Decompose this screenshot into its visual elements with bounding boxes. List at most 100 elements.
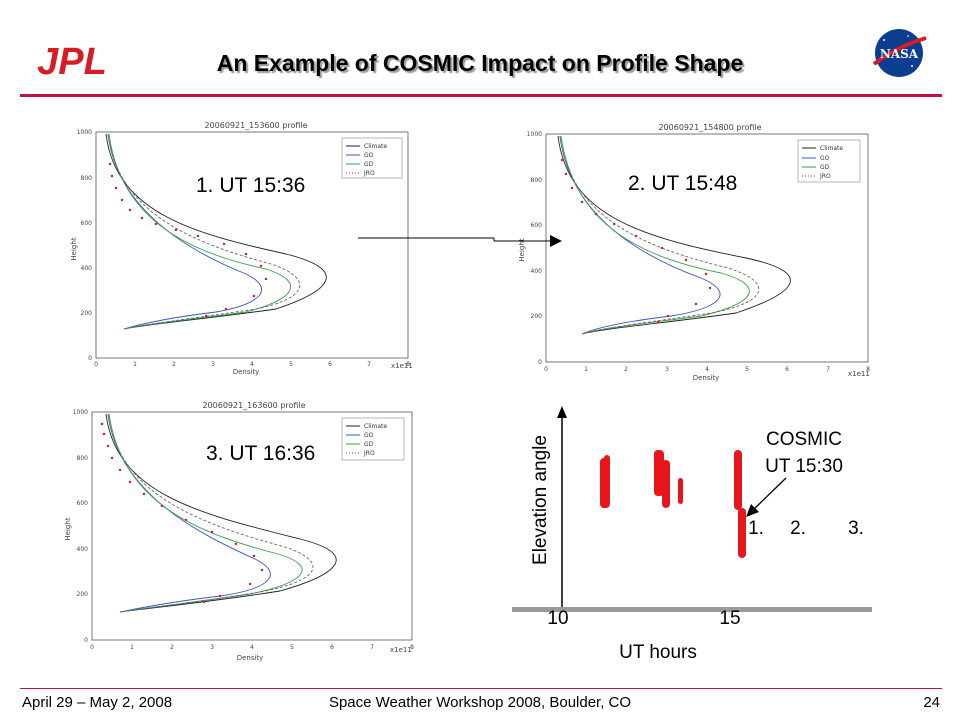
svg-text:NASA: NASA xyxy=(880,47,919,61)
annotation-cosmic: COSMIC xyxy=(766,429,842,450)
x-tick: 6 xyxy=(328,361,332,368)
x-tick: 7 xyxy=(367,361,371,368)
y-ticks: 1000 800 600 400 200 0 xyxy=(77,129,92,362)
x-tick: 1 xyxy=(133,361,137,368)
x-ticks: 0 1 2 3 4 5 6 7 8 xyxy=(544,366,870,373)
x-tick: 5 xyxy=(289,361,293,368)
y-axis-label: Height xyxy=(64,517,72,540)
footer-page-number: 24 xyxy=(923,694,940,711)
ut-label: 2. UT 15:48 xyxy=(628,172,737,195)
jro-dots xyxy=(560,158,712,324)
profile-plot-2: 20060921_154800 profile 1000 800 600 400… xyxy=(496,108,910,390)
legend-box xyxy=(341,137,403,179)
profile-plot-3: 20060921_163600 profile 1000 800 600 400… xyxy=(40,384,454,672)
legend-label: Climate xyxy=(364,423,387,430)
legend: Climate GO GD JRO xyxy=(802,145,843,180)
profile-curves xyxy=(105,413,337,613)
x-tick: 5 xyxy=(290,644,294,651)
profile-curves xyxy=(105,133,327,330)
x-tick: 7 xyxy=(370,644,374,651)
x-tick: 3 xyxy=(665,366,669,373)
y-axis-label: Height xyxy=(518,238,526,261)
jro-dots xyxy=(108,162,268,318)
legend-label: Climate xyxy=(820,145,843,152)
footer-date: April 29 – May 2, 2008 xyxy=(22,694,173,711)
ut-label: 3. UT 16:36 xyxy=(206,442,315,465)
y-tick: 1000 xyxy=(527,131,542,138)
y-tick: 0 xyxy=(84,637,88,644)
plot-title: 20060921_153600 profile xyxy=(204,121,307,130)
y-axis-label: Height xyxy=(70,237,78,260)
x-axis-band xyxy=(512,607,872,612)
slide-title: An Example of COSMIC Impact on Profile S… xyxy=(216,50,744,76)
x-axis-label: Density xyxy=(237,654,264,662)
legend-label: GD xyxy=(820,164,830,171)
y-tick: 800 xyxy=(531,177,543,184)
arrow-plot1-to-plot2 xyxy=(358,235,562,247)
x-ticks: 0 1 2 3 4 5 6 7 8 xyxy=(90,644,414,651)
footer-divider xyxy=(20,688,942,689)
marker-1: 1. xyxy=(748,518,764,539)
y-ticks: 1000 800 600 400 200 0 xyxy=(527,131,542,366)
x-tick: 7 xyxy=(826,366,830,373)
x-tick: 15 xyxy=(719,608,740,629)
legend-label: JRO xyxy=(819,173,831,180)
x-tick: 0 xyxy=(94,361,98,368)
jpl-logo: JPL xyxy=(22,40,122,80)
annotation-time: UT 15:30 xyxy=(765,456,843,477)
legend-label: GO xyxy=(820,155,830,162)
x-tick: 2 xyxy=(170,644,174,651)
x-tick: 2 xyxy=(172,361,176,368)
legend-box xyxy=(797,139,861,183)
x-axis-label: Density xyxy=(693,374,720,382)
y-tick: 1000 xyxy=(77,129,92,136)
x-tick: 8 xyxy=(410,644,414,651)
y-tick: 200 xyxy=(531,313,543,320)
y-tick: 600 xyxy=(531,222,543,229)
nasa-logo: NASA xyxy=(872,29,927,77)
x-tick: 0 xyxy=(90,644,94,651)
legend: Climate GO GD JRO xyxy=(346,143,387,177)
title-divider xyxy=(20,94,942,97)
legend-label: Climate xyxy=(364,143,387,150)
legend-label: GO xyxy=(364,432,374,439)
x-tick: 6 xyxy=(785,366,789,373)
legend-label: JRO xyxy=(363,450,375,457)
x-multiplier: x1e11 xyxy=(390,646,412,654)
y-ticks: 1000 800 600 400 200 0 xyxy=(73,409,88,644)
svg-text:JPL: JPL xyxy=(37,41,107,80)
x-tick: 4 xyxy=(705,366,709,373)
y-tick: 800 xyxy=(77,455,89,462)
x-axis-label: UT hours xyxy=(619,642,697,663)
x-tick: 6 xyxy=(330,644,334,651)
profile-plot-1: 20060921_153600 profile 1000 800 600 400… xyxy=(46,104,454,384)
elevation-angle-panel: 10 15 UT hours Elevation angle COSMIC UT… xyxy=(508,400,888,672)
y-tick: 800 xyxy=(81,175,93,182)
x-tick: 5 xyxy=(745,366,749,373)
x-tick: 1 xyxy=(130,644,134,651)
cosmic-observation-dots xyxy=(600,450,746,558)
x-axis-label: Density xyxy=(233,368,260,376)
y-tick: 600 xyxy=(77,500,89,507)
jro-dots xyxy=(100,422,264,604)
y-tick: 400 xyxy=(81,265,93,272)
y-tick: 600 xyxy=(81,220,93,227)
x-tick: 4 xyxy=(250,361,254,368)
y-tick: 0 xyxy=(538,359,542,366)
legend-label: JRO xyxy=(363,170,375,177)
x-ticks: 0 1 2 3 4 5 6 7 8 xyxy=(94,361,410,368)
y-tick: 200 xyxy=(77,591,89,598)
marker-2: 2. xyxy=(790,518,806,539)
footer-event: Space Weather Workshop 2008, Boulder, CO xyxy=(328,694,632,711)
x-tick: 8 xyxy=(406,361,410,368)
plot-title: 20060921_154800 profile xyxy=(658,123,761,132)
x-tick: 1 xyxy=(584,366,588,373)
x-tick: 8 xyxy=(866,366,870,373)
x-tick: 10 xyxy=(547,608,568,629)
x-multiplier: x1e11 xyxy=(391,362,413,370)
ut-label: 1. UT 15:36 xyxy=(196,174,305,197)
legend-label: GD xyxy=(364,441,374,448)
y-tick: 200 xyxy=(81,310,93,317)
x-multiplier: x1e11 xyxy=(848,370,870,378)
x-tick: 3 xyxy=(211,361,215,368)
